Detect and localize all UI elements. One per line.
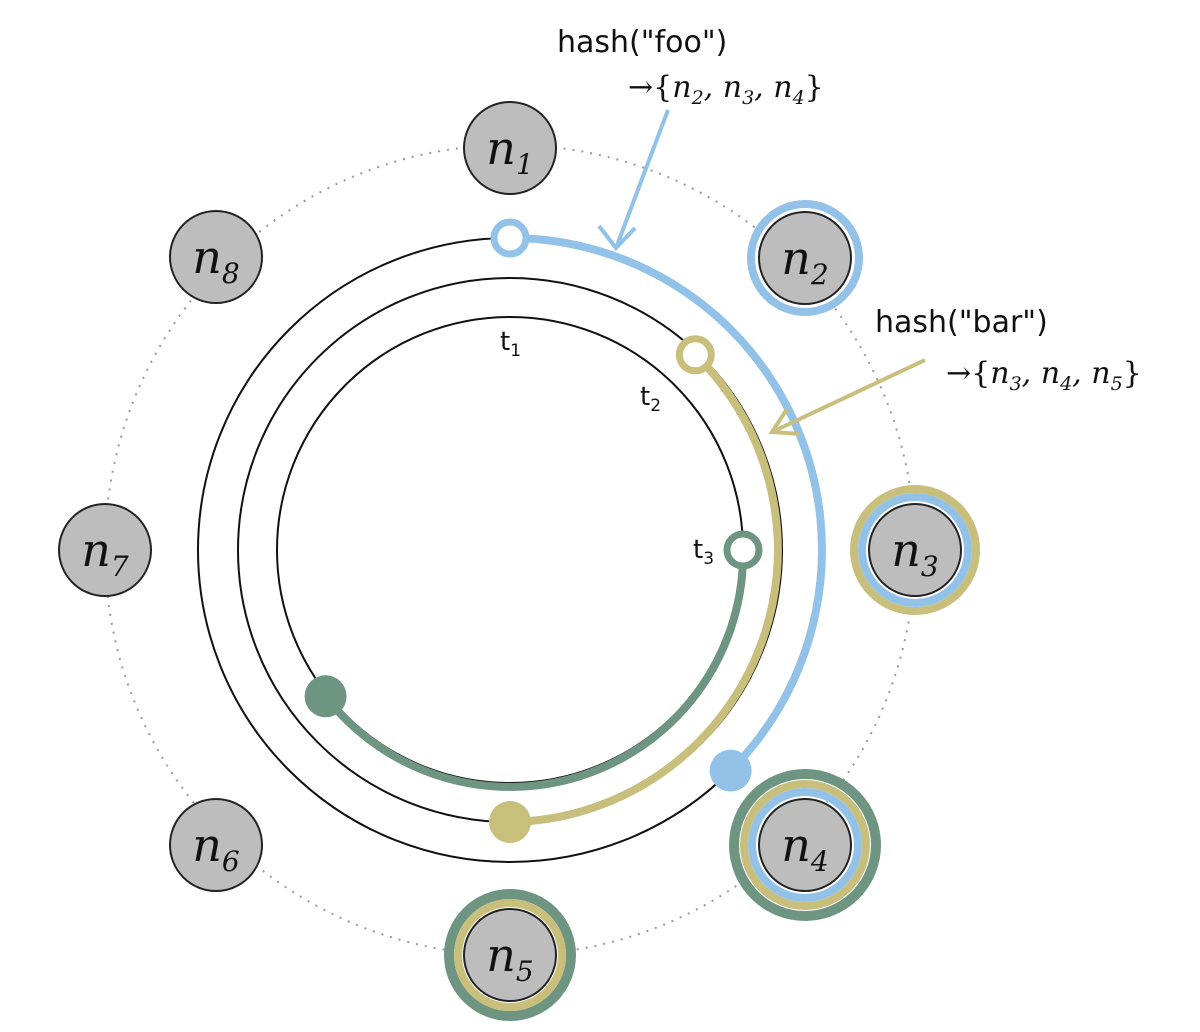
node-n1: n1 [463, 101, 557, 195]
bar-replica-set: →{n3, n4, n5} [946, 356, 1142, 395]
t3-end-marker [304, 675, 347, 718]
node-n8: n8 [169, 210, 263, 304]
track-label-t2: t2 [640, 382, 661, 416]
foo-start-marker [490, 218, 530, 258]
bar-hash-label: hash("bar") [875, 305, 1048, 340]
foo-arrow [597, 109, 670, 252]
bar-arrow [768, 358, 926, 436]
svg-text:n8: n8 [192, 230, 239, 290]
track-circle-t3 [276, 316, 744, 784]
svg-text:n4: n4 [781, 818, 828, 878]
foo-replica-arc [506, 234, 826, 775]
t3-replica-arc [321, 546, 748, 791]
node-n4: n4 [729, 769, 881, 921]
svg-text:n1: n1 [486, 121, 533, 181]
svg-text:n3: n3 [891, 523, 938, 583]
svg-text:n7: n7 [81, 523, 129, 583]
node-n3: n3 [850, 485, 980, 615]
bar-end-marker [489, 801, 531, 843]
node-n5: n5 [444, 889, 576, 1021]
track-label-t3: t3 [693, 535, 714, 569]
node-n7: n7 [58, 503, 152, 597]
node-n6: n6 [169, 798, 263, 892]
foo-end-marker [709, 749, 752, 792]
bar-start-marker [675, 335, 715, 375]
node-n2: n2 [747, 200, 863, 316]
foo-hash-label: hash("foo") [557, 25, 727, 60]
svg-text:n6: n6 [192, 818, 239, 878]
svg-text:n2: n2 [781, 231, 828, 291]
foo-replica-set: →{n2, n3, n4} [628, 70, 824, 109]
bar-replica-arc [506, 350, 782, 826]
svg-text:n5: n5 [486, 928, 533, 988]
track-label-t1: t1 [500, 327, 521, 361]
t3-start-marker [723, 530, 763, 570]
